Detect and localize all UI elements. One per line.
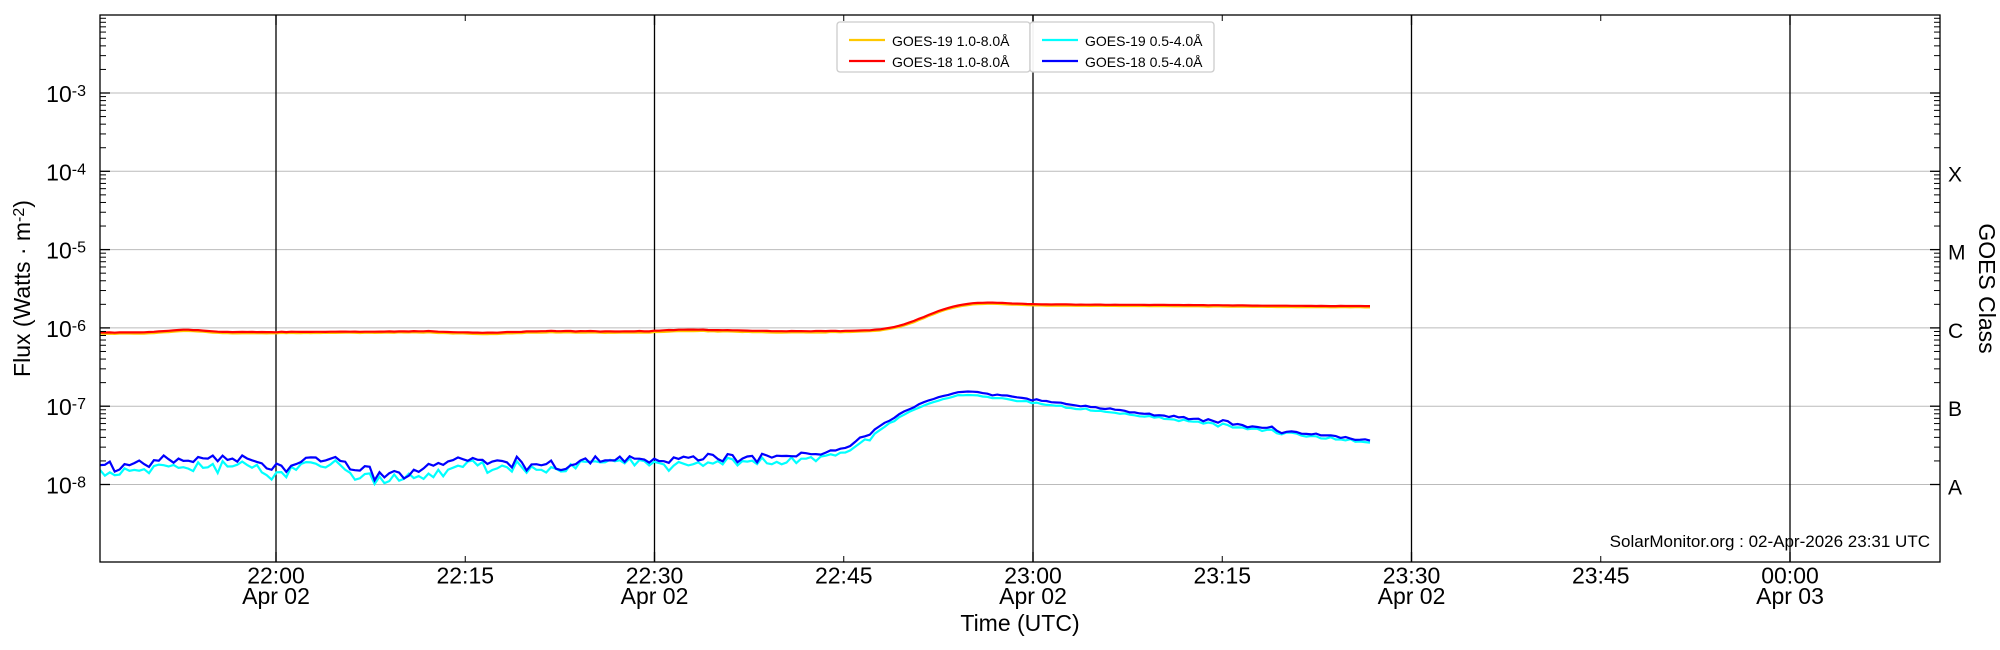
svg-text:Apr 03: Apr 03 [1756, 583, 1824, 609]
svg-text:C: C [1948, 320, 1963, 343]
svg-text:23:45: 23:45 [1572, 563, 1630, 589]
svg-text:Apr 02: Apr 02 [999, 583, 1067, 609]
svg-text:GOES-19 1.0-8.0Å: GOES-19 1.0-8.0Å [892, 33, 1010, 49]
svg-text:GOES-18 1.0-8.0Å: GOES-18 1.0-8.0Å [892, 54, 1010, 70]
svg-text:A: A [1948, 477, 1962, 500]
svg-text:M: M [1948, 242, 1966, 265]
svg-text:X: X [1948, 163, 1962, 186]
svg-text:GOES-18 0.5-4.0Å: GOES-18 0.5-4.0Å [1085, 54, 1203, 70]
svg-text:Apr 02: Apr 02 [621, 583, 689, 609]
svg-text:22:15: 22:15 [436, 563, 494, 589]
svg-text:22:45: 22:45 [815, 563, 873, 589]
svg-text:GOES-19 0.5-4.0Å: GOES-19 0.5-4.0Å [1085, 33, 1203, 49]
svg-text:GOES Class: GOES Class [1974, 223, 2000, 353]
svg-text:23:15: 23:15 [1193, 563, 1251, 589]
svg-text:Apr 02: Apr 02 [1378, 583, 1446, 609]
svg-text:SolarMonitor.org : 02-Apr-2026: SolarMonitor.org : 02-Apr-2026 23:31 UTC [1610, 532, 1930, 551]
svg-text:Flux (Watts · m-2): Flux (Watts · m-2) [9, 200, 35, 377]
svg-text:Apr 02: Apr 02 [242, 583, 310, 609]
svg-text:B: B [1948, 398, 1962, 421]
svg-text:Time (UTC): Time (UTC) [960, 610, 1079, 636]
